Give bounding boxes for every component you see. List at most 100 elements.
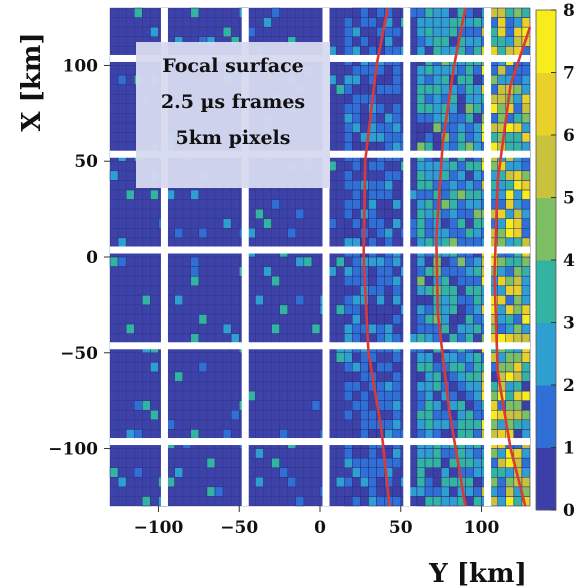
heatmap-pixel [473,161,482,172]
heatmap-pixel [416,256,426,267]
heatmap-pixel [392,419,401,430]
heatmap-pixel [344,304,353,315]
heatmap-pixel [513,295,523,306]
heatmap-pixel [465,352,474,363]
heatmap-pixel [440,477,450,488]
heatmap-pixel [360,352,369,363]
heatmap-pixel [513,266,523,277]
heatmap-pixel [368,36,377,47]
heatmap-pixel [376,199,385,210]
heatmap-pixel [432,74,442,85]
heatmap-pixel [344,180,353,191]
heatmap-pixel [513,103,523,114]
heatmap-pixel [392,381,401,392]
track-line [493,26,532,507]
heatmap-pixel [465,161,474,172]
heatmap-pixel [190,266,200,277]
heatmap-pixel [521,122,531,133]
heatmap-pixel [440,218,450,229]
heatmap-pixel [465,208,474,219]
heatmap-pixel [384,323,393,334]
heatmap-pixel [360,371,369,382]
heatmap-pixel [465,400,474,411]
heatmap-pixel [416,7,426,18]
heatmap-pixel [521,362,531,373]
heatmap-pixel [449,132,458,143]
heatmap-pixel [465,132,474,143]
heatmap-pixel [497,84,506,95]
heatmap-pixel [521,180,531,191]
heatmap-pixel [505,132,515,143]
heatmap-pixel [424,410,434,421]
heatmap-pixel [384,36,393,47]
heatmap-pixel [416,381,426,392]
heatmap-pixel [287,477,296,488]
heatmap-pixel [384,26,393,37]
heatmap-pixel [416,390,426,401]
heatmap-pixel [174,371,183,382]
heatmap-pixel [416,74,426,85]
heatmap-pixel [449,170,458,181]
heatmap-pixel [513,113,523,124]
heatmap-pixel [392,170,401,181]
heatmap-pixel [432,400,442,411]
heatmap-pixel [513,285,523,296]
heatmap-pixel [344,74,353,85]
heatmap-pixel [376,295,385,306]
heatmap-pixel [416,113,426,124]
heatmap-pixel [432,122,442,133]
heatmap-pixel [457,180,466,191]
annotation-line: Focal surface [162,55,304,77]
heatmap-pixel [521,7,531,18]
heatmap-pixel [360,477,369,488]
heatmap-pixel [465,26,474,37]
heatmap-pixel [465,285,474,296]
heatmap-pixel [473,295,482,306]
heatmap-pixel [505,333,515,344]
heatmap-pixel [424,275,434,286]
heatmap-pixel [271,275,280,286]
heatmap-pixel [449,26,458,37]
heatmap-pixel [521,390,531,401]
annotation-background [136,42,330,188]
heatmap-pixel [473,26,482,37]
heatmap-pixel [376,323,385,334]
heatmap-pixel [368,323,377,334]
heatmap-pixel [352,237,361,248]
heatmap-pixel [473,448,482,459]
heatmap-pixel [432,7,442,18]
heatmap-pixel [263,218,272,229]
heatmap-pixel [497,93,506,104]
heatmap-pixel [198,314,208,325]
heatmap-pixel [384,218,393,229]
heatmap-pixel [416,333,426,344]
heatmap-pixel [440,275,450,286]
heatmap-pixel [384,429,393,440]
heatmap-pixel [344,26,353,37]
heatmap-pixel [344,17,353,28]
heatmap-pixel [352,371,361,382]
gap-vertical [403,8,411,506]
heatmap-pixel [513,208,523,219]
heatmap-pixel [376,285,385,296]
heatmap-pixel [352,477,361,488]
heatmap-pixel [449,266,458,277]
heatmap-pixel [352,352,361,363]
heatmap-pixel [473,199,482,210]
heatmap-pixel [352,180,361,191]
heatmap-pixel [392,74,401,85]
heatmap-pixel [497,477,506,488]
heatmap-pixel [457,113,466,124]
heatmap-pixel [432,429,442,440]
heatmap-pixel [376,189,385,200]
heatmap-pixel [360,65,369,76]
track-line [435,7,467,507]
heatmap-pixel [424,371,434,382]
heatmap-pixel [416,457,426,468]
heatmap-pixel [230,333,240,344]
heatmap-pixel [465,323,474,334]
heatmap-pixel [352,362,361,373]
heatmap-pixel [344,199,353,210]
heatmap-pixel [432,17,442,28]
heatmap-pixel [473,170,482,181]
